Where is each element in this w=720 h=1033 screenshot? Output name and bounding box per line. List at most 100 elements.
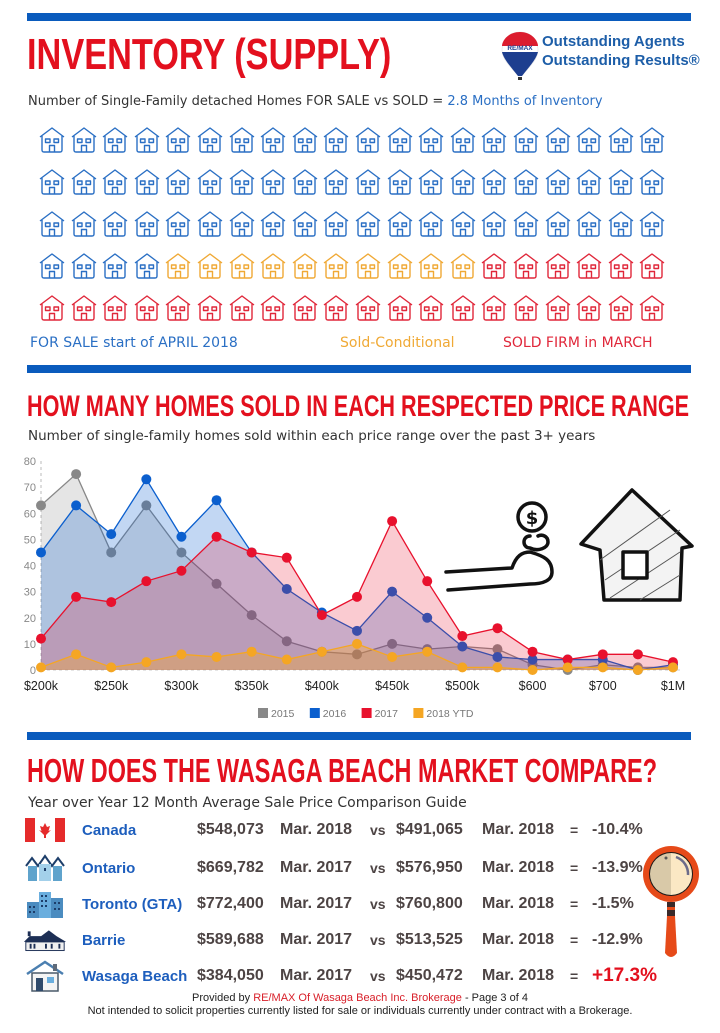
- section-divider-bar: [27, 365, 691, 373]
- house-outline-icon: [512, 252, 544, 294]
- data-point[interactable]: [176, 531, 187, 542]
- data-point[interactable]: [527, 646, 538, 657]
- vs-label: vs: [370, 896, 386, 912]
- data-point[interactable]: [211, 531, 222, 542]
- data-point[interactable]: [176, 565, 187, 576]
- equals-label: =: [570, 860, 579, 876]
- data-point[interactable]: [562, 654, 573, 665]
- house-outline-icon: [322, 168, 354, 210]
- chart-series: [36, 469, 678, 675]
- data-point[interactable]: [527, 654, 538, 665]
- data-point[interactable]: [36, 547, 46, 558]
- data-point[interactable]: [422, 576, 433, 587]
- data-point[interactable]: [597, 662, 608, 673]
- data-point[interactable]: [176, 547, 187, 558]
- data-point[interactable]: [176, 649, 187, 660]
- house-outline-icon: [164, 168, 196, 210]
- data-point[interactable]: [36, 662, 46, 673]
- house-outline-icon: [575, 294, 607, 336]
- data-point[interactable]: [36, 500, 46, 511]
- data-point[interactable]: [527, 665, 538, 675]
- data-point[interactable]: [457, 662, 468, 673]
- data-point[interactable]: [141, 657, 152, 668]
- data-point[interactable]: [141, 474, 152, 485]
- data-point[interactable]: [492, 651, 503, 662]
- data-point[interactable]: [71, 500, 82, 511]
- data-point[interactable]: [71, 469, 82, 480]
- data-point[interactable]: [352, 649, 362, 660]
- data-point[interactable]: [281, 636, 292, 647]
- data-point[interactable]: [281, 552, 292, 563]
- data-point[interactable]: [492, 644, 503, 655]
- data-point[interactable]: [211, 578, 222, 589]
- data-point[interactable]: [352, 638, 362, 649]
- remax-balloon-icon: RE/MAX: [501, 31, 539, 80]
- data-point[interactable]: [492, 662, 503, 673]
- data-point[interactable]: [71, 649, 82, 660]
- data-point[interactable]: [422, 646, 433, 657]
- data-point[interactable]: [211, 495, 222, 506]
- data-point[interactable]: [106, 547, 117, 558]
- house-outline-icon: [228, 126, 260, 168]
- house-outline-icon: [164, 252, 196, 294]
- y-tick-label: 70: [24, 482, 36, 494]
- data-point[interactable]: [246, 646, 257, 657]
- house-outline-icon: [512, 294, 544, 336]
- legend-item-2018-ytd[interactable]: 2018 YTD: [413, 708, 474, 720]
- house-outline-icon: [354, 126, 386, 168]
- data-point[interactable]: [106, 662, 117, 673]
- data-point[interactable]: [211, 651, 222, 662]
- x-tick-label: $400k: [305, 679, 340, 693]
- data-point[interactable]: [281, 584, 292, 595]
- data-point[interactable]: [387, 651, 398, 662]
- data-point[interactable]: [387, 586, 398, 597]
- data-point[interactable]: [387, 638, 398, 649]
- data-point[interactable]: [668, 662, 678, 673]
- data-point[interactable]: [246, 610, 257, 621]
- data-point[interactable]: [597, 649, 608, 660]
- data-point[interactable]: [457, 641, 468, 652]
- data-point[interactable]: [316, 646, 327, 657]
- date-current: Mar. 2018: [482, 859, 555, 876]
- house-outline-icon: [196, 294, 228, 336]
- data-point[interactable]: [316, 610, 327, 621]
- data-point[interactable]: [36, 633, 46, 644]
- house-outline-icon: [544, 294, 576, 336]
- data-point[interactable]: [141, 500, 152, 511]
- data-point[interactable]: [352, 625, 362, 636]
- vs-label: vs: [370, 932, 386, 948]
- data-point[interactable]: [492, 623, 503, 634]
- footer-brokerage-link[interactable]: RE/MAX Of Wasaga Beach Inc. Brokerage: [253, 992, 462, 1004]
- data-point[interactable]: [106, 597, 117, 608]
- data-point[interactable]: [246, 547, 257, 558]
- price-previous: $772,400: [197, 895, 264, 912]
- house-outline-icon: [101, 210, 133, 252]
- house-outline-icon: [544, 126, 576, 168]
- compare-row-toronto-gta: Toronto (GTA) $772,400 Mar. 2017 vs $760,800…: [22, 887, 702, 921]
- house-outline-icon: [386, 210, 418, 252]
- data-point[interactable]: [457, 631, 468, 642]
- data-point[interactable]: [106, 529, 117, 540]
- house-row: [38, 252, 688, 294]
- legend-item-2016[interactable]: 2016: [309, 708, 347, 720]
- legend-sold-firm: SOLD FIRM in MARCH: [503, 335, 653, 351]
- data-point[interactable]: [632, 665, 643, 675]
- legend-item-2015[interactable]: 2015: [258, 708, 295, 720]
- x-tick-label: $250k: [94, 679, 129, 693]
- footer-disclaimer: Not intended to solicit properties curre…: [87, 1005, 633, 1017]
- data-point[interactable]: [71, 591, 82, 602]
- house-outline-icon: [575, 210, 607, 252]
- data-point[interactable]: [387, 516, 398, 527]
- data-point[interactable]: [352, 591, 362, 602]
- inventory-subtitle-text: Number of Single-Family detached Homes F…: [28, 94, 448, 109]
- data-point[interactable]: [562, 662, 573, 673]
- legend-item-2017[interactable]: 2017: [361, 708, 399, 720]
- logo-line-1: Outstanding Agents: [542, 33, 685, 50]
- data-point[interactable]: [422, 612, 433, 623]
- percent-change: -12.9%: [592, 931, 643, 948]
- section-divider-bar-2: [27, 732, 691, 740]
- data-point[interactable]: [281, 654, 292, 665]
- data-point[interactable]: [141, 576, 152, 587]
- footer-provided-prefix: Provided by: [192, 992, 254, 1004]
- data-point[interactable]: [632, 649, 643, 660]
